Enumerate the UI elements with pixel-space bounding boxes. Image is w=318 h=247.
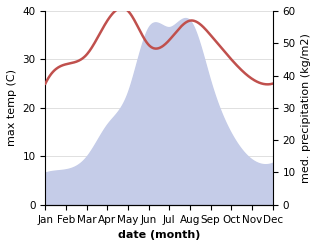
Y-axis label: med. precipitation (kg/m2): med. precipitation (kg/m2) xyxy=(301,33,311,183)
Y-axis label: max temp (C): max temp (C) xyxy=(7,69,17,146)
X-axis label: date (month): date (month) xyxy=(118,230,200,240)
